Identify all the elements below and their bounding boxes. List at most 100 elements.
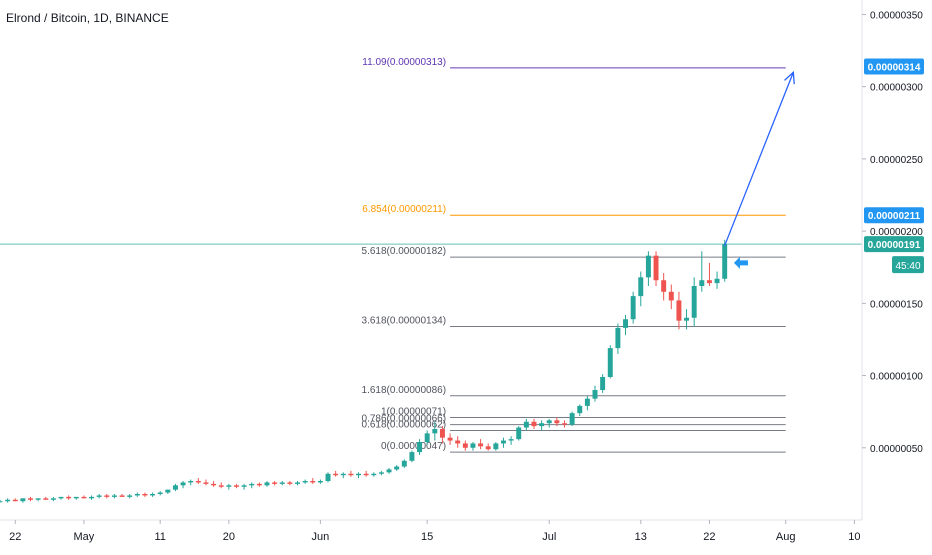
candle-body	[20, 498, 26, 502]
candle-body	[630, 296, 636, 320]
countdown-label: 45:40	[895, 261, 920, 272]
candle-body	[676, 300, 682, 321]
candle-body	[577, 405, 583, 414]
candle-body	[478, 443, 484, 447]
candle-body	[73, 496, 79, 499]
candle-body	[470, 443, 476, 448]
price-badge	[864, 207, 924, 224]
y-tick-label: 0.00000200	[870, 227, 923, 238]
candle-body	[348, 473, 354, 476]
candle-body	[142, 494, 148, 496]
candle-body	[195, 481, 201, 483]
candle-body	[172, 485, 178, 490]
candle-body	[272, 482, 278, 484]
y-tick-label: 0.00000050	[870, 444, 923, 455]
x-tick-label: 15	[421, 531, 433, 543]
candle-body	[539, 423, 545, 427]
candle-body	[569, 413, 575, 425]
candle-body	[203, 482, 209, 484]
candle-body	[211, 483, 217, 486]
candle-body	[661, 280, 667, 292]
candle-body	[371, 473, 377, 476]
candle-body	[462, 443, 468, 448]
candle-body	[35, 498, 41, 500]
time-axis[interactable]: 22 May 11 20 Jun 15 Jul 13 22 Aug 10	[9, 520, 860, 543]
candle-body	[562, 423, 567, 425]
candle-body	[409, 452, 415, 461]
candle-body	[493, 443, 499, 450]
countdown-badge	[892, 256, 924, 274]
candle-body	[302, 481, 308, 483]
candle-body	[58, 496, 64, 499]
candle-body	[325, 473, 331, 481]
candle-body	[279, 482, 285, 484]
y-tick-label: 0.00000300	[870, 83, 923, 94]
projection-arrowhead	[784, 70, 795, 85]
candle-body	[12, 499, 18, 502]
candle-body	[96, 495, 102, 497]
fib-level-label: 6.854(0.00000211)	[362, 204, 446, 215]
candle-body	[134, 494, 140, 496]
projection-arrow-line	[724, 71, 794, 246]
candle-body	[554, 420, 560, 424]
candle-body	[43, 498, 49, 500]
candle-body	[500, 440, 506, 444]
candle-body	[401, 460, 407, 467]
candle-body	[356, 473, 362, 476]
candle-body	[111, 495, 117, 497]
plot-area[interactable]: 11.09(0.00000313) 6.854(0.00000211) 5.618(…	[0, 57, 862, 504]
x-tick-label: Jul	[542, 531, 556, 543]
x-tick-label: Jun	[312, 531, 330, 543]
x-tick-label: 22	[9, 531, 21, 543]
fib-level-label: 1(0.00000071)	[381, 406, 446, 417]
candle-body	[310, 481, 316, 483]
candle-body	[165, 489, 171, 493]
candle-body	[119, 495, 125, 497]
price-axis[interactable]: 0.00000350 0.00000300 0.00000250 0.00000200…	[862, 10, 923, 455]
candle-body	[706, 280, 712, 284]
x-tick-label: 22	[703, 531, 715, 543]
candle-body	[287, 482, 293, 484]
candle-body	[531, 421, 537, 427]
candle-body	[638, 277, 644, 297]
candle-body	[218, 485, 224, 487]
candle-body	[378, 472, 384, 474]
candle-body	[722, 244, 728, 279]
fib-level-label: 3.618(0.00000134)	[362, 315, 447, 326]
candle-body	[188, 481, 194, 483]
fib-level-label: 5.618(0.00000182)	[362, 246, 447, 257]
candle-body	[653, 255, 659, 281]
candle-body	[50, 498, 56, 500]
candle-body	[264, 482, 270, 486]
candle-body	[233, 485, 239, 487]
candle-body	[523, 421, 529, 428]
candle-body	[684, 317, 690, 321]
candle-body	[256, 483, 262, 486]
candle-body	[363, 473, 369, 476]
candle-body	[607, 348, 613, 377]
candle-body	[645, 255, 651, 278]
candle-body	[455, 440, 461, 444]
x-tick-label: 13	[635, 531, 647, 543]
marker-arrow-icon	[733, 256, 748, 269]
fib-level-label: 1.618(0.00000086)	[362, 385, 447, 396]
candle-body	[241, 485, 247, 487]
candle-body	[439, 429, 445, 438]
price-badge	[864, 236, 924, 253]
price-badge	[864, 58, 924, 75]
candle-body	[386, 469, 392, 473]
candle-body	[615, 327, 621, 349]
candle-body	[317, 481, 323, 483]
candle-body	[0, 501, 3, 503]
x-tick-label: Aug	[776, 531, 796, 543]
x-tick-label: 20	[223, 531, 235, 543]
fib-level-label: 0.786(0.00000066)	[362, 414, 447, 425]
x-tick-label: May	[74, 531, 95, 543]
price-badge-label: 0.00000314	[868, 62, 921, 73]
x-tick-label: 11	[154, 531, 165, 543]
candle-body	[691, 286, 697, 318]
candle-body	[546, 420, 552, 424]
candle-body	[447, 437, 453, 441]
candle-body	[28, 498, 33, 500]
candle-body	[81, 496, 87, 499]
